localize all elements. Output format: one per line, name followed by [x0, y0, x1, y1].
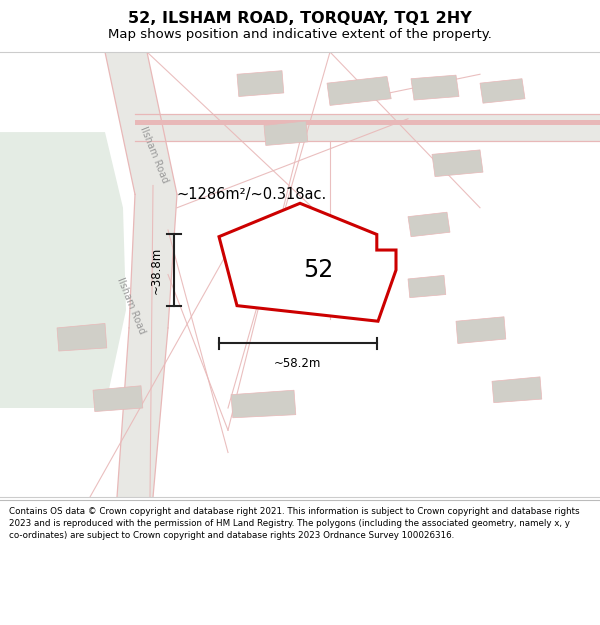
Text: ~1286m²/~0.318ac.: ~1286m²/~0.318ac. — [177, 187, 327, 202]
Polygon shape — [480, 79, 525, 103]
Polygon shape — [0, 132, 126, 408]
Polygon shape — [408, 213, 450, 237]
Polygon shape — [411, 75, 459, 100]
Text: Ilsham Road: Ilsham Road — [138, 124, 169, 184]
Polygon shape — [57, 324, 107, 351]
Polygon shape — [456, 317, 506, 344]
Polygon shape — [264, 121, 308, 146]
Text: 52: 52 — [303, 258, 333, 282]
Polygon shape — [408, 276, 446, 298]
Text: 52, ILSHAM ROAD, TORQUAY, TQ1 2HY: 52, ILSHAM ROAD, TORQUAY, TQ1 2HY — [128, 11, 472, 26]
Polygon shape — [135, 114, 600, 141]
Polygon shape — [135, 119, 600, 125]
Polygon shape — [237, 71, 284, 96]
Text: Ilsham Road: Ilsham Road — [115, 276, 146, 336]
Polygon shape — [105, 52, 177, 497]
Polygon shape — [432, 150, 483, 177]
Text: ~38.8m: ~38.8m — [150, 246, 163, 294]
Polygon shape — [93, 386, 143, 411]
Text: ~58.2m: ~58.2m — [274, 357, 322, 370]
Polygon shape — [231, 390, 296, 418]
Polygon shape — [492, 377, 542, 402]
Text: Map shows position and indicative extent of the property.: Map shows position and indicative extent… — [108, 28, 492, 41]
Text: Contains OS data © Crown copyright and database right 2021. This information is : Contains OS data © Crown copyright and d… — [9, 508, 580, 540]
Polygon shape — [219, 203, 396, 321]
Polygon shape — [327, 76, 391, 106]
